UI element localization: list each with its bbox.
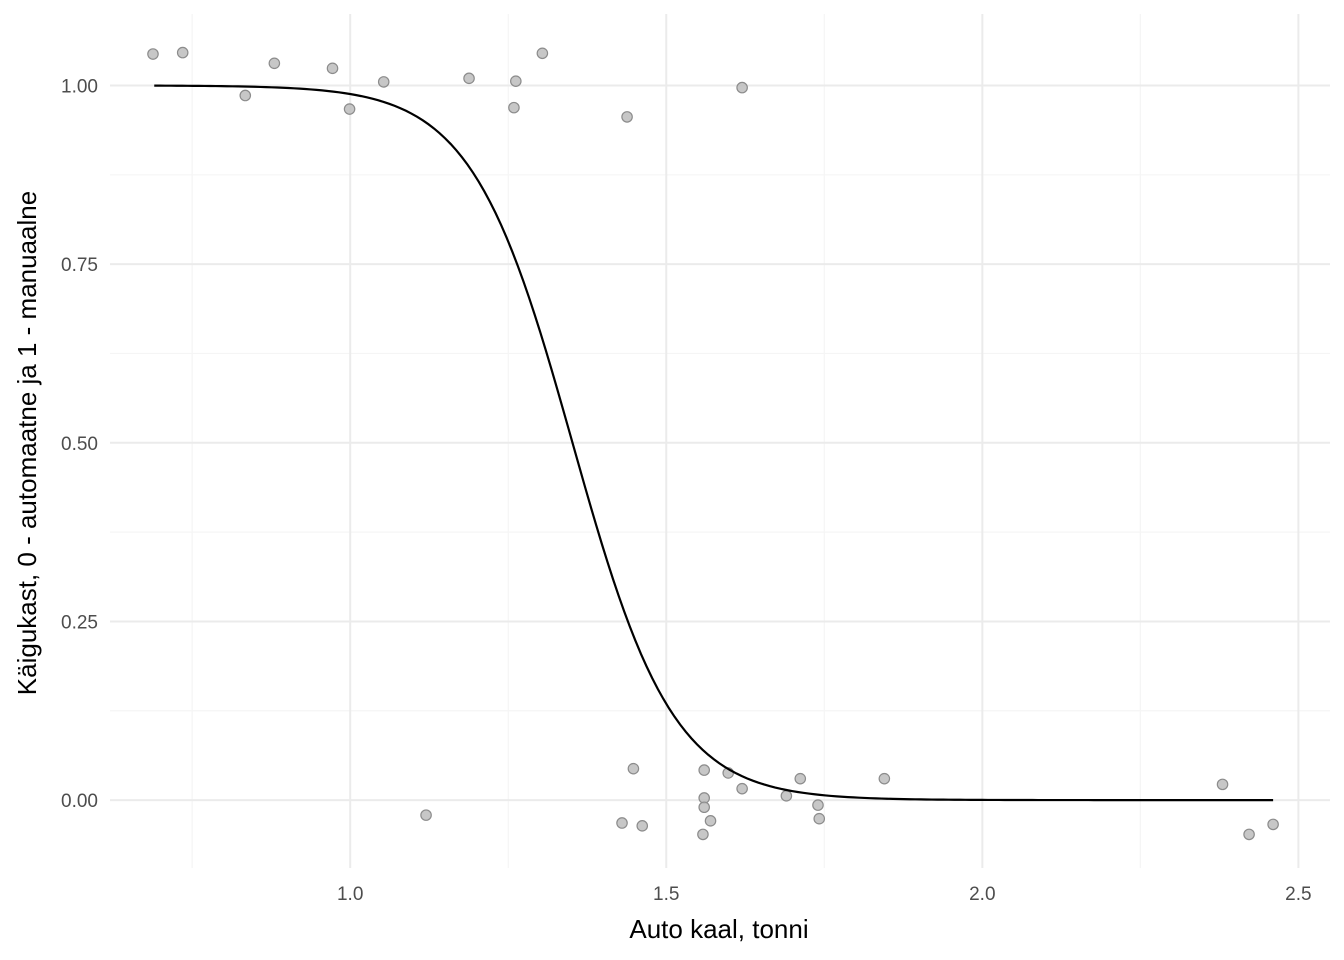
minor-grid (110, 14, 1330, 868)
data-point (268, 57, 281, 70)
y-tick-label: 0.50 (61, 434, 98, 455)
data-point (1267, 818, 1279, 831)
data-point (616, 817, 628, 829)
data-point (736, 81, 748, 94)
x-tick-label: 1.0 (337, 884, 363, 905)
data-point (736, 782, 748, 795)
data-point (510, 75, 522, 87)
data-point (627, 762, 640, 775)
data-points (147, 46, 1279, 841)
data-point (463, 72, 475, 85)
data-point (176, 46, 189, 59)
y-tick-label: 0.75 (61, 255, 98, 276)
data-point (508, 101, 520, 114)
y-tick-labels: 0.00 0.25 0.50 0.75 1.00 (61, 76, 98, 812)
y-axis-title: Käigukast, 0 - automaatne ja 1 - manuaal… (12, 191, 42, 695)
x-axis-title: Auto kaal, tonni (629, 914, 808, 944)
data-point (621, 111, 633, 123)
data-point (1216, 778, 1229, 791)
x-tick-label: 1.5 (653, 884, 679, 905)
data-point (536, 47, 549, 60)
data-point (377, 76, 390, 88)
logistic-fit-curve (154, 84, 1274, 802)
data-point (878, 772, 891, 785)
data-point (697, 828, 709, 841)
x-tick-labels: 1.0 1.5 2.0 2.5 (337, 884, 1312, 905)
y-tick-label: 0.00 (61, 791, 98, 812)
data-point (239, 89, 252, 102)
data-point (780, 790, 793, 802)
data-point (343, 103, 356, 115)
data-point (326, 62, 339, 75)
data-point (813, 812, 826, 825)
x-tick-label: 2.5 (1285, 884, 1311, 905)
data-point (698, 801, 710, 814)
data-point (1243, 828, 1255, 841)
data-point (704, 815, 717, 827)
data-point (794, 772, 807, 785)
x-tick-label: 2.0 (969, 884, 995, 905)
data-point (147, 48, 159, 60)
y-tick-label: 1.00 (61, 76, 98, 97)
data-point (698, 764, 710, 776)
major-grid (110, 14, 1330, 868)
data-point (636, 820, 649, 832)
y-tick-label: 0.25 (61, 612, 98, 633)
data-point (420, 809, 432, 821)
data-point (812, 799, 824, 811)
